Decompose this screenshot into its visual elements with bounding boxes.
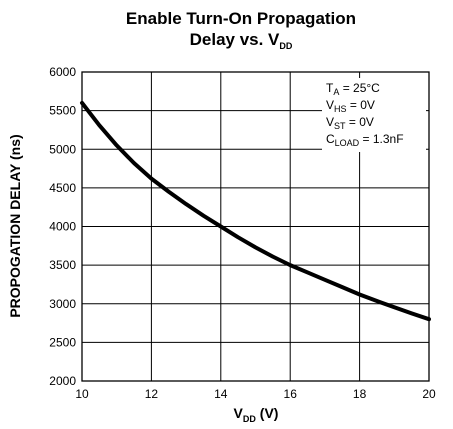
x-tick-label: 16 [284, 387, 298, 401]
x-tick-label: 12 [145, 387, 159, 401]
y-tick-label: 2500 [49, 335, 76, 349]
chart-title-line1: Enable Turn-On Propagation [126, 9, 356, 28]
annotation-cload: CLOAD = 1.3nF [326, 132, 404, 148]
x-tick-label: 10 [75, 387, 89, 401]
series-line [80, 100, 431, 322]
annotation-vst: VST = 0V [326, 115, 374, 131]
annotation-block: TA = 25°C VHS = 0V VST = 0V CLOAD = 1.3n… [326, 81, 404, 148]
annotation-box [322, 78, 426, 152]
y-tick-label: 3500 [49, 258, 76, 272]
x-tick-label: 20 [422, 387, 436, 401]
x-tick-label: 18 [353, 387, 367, 401]
tick-layer: 10 12 14 16 18 20 2000 2500 3000 3500 4000 4500 5000… [49, 65, 436, 401]
annotation-temp: TA = 25°C [326, 81, 380, 97]
y-axis-label: PROPOGATION DELAY (ns) [7, 134, 23, 317]
annotation-vhs: VHS = 0V [326, 98, 375, 114]
y-tick-label: 4500 [49, 181, 76, 195]
chart-title-line2: Delay vs. VDD [190, 30, 293, 51]
x-axis-label: VDD (V) [234, 405, 279, 424]
y-tick-label: 5000 [49, 142, 76, 156]
y-tick-label: 6000 [49, 65, 76, 79]
plot-frame [81, 71, 430, 382]
y-tick-label: 4000 [49, 220, 76, 234]
chart-title-line2-sub: DD [279, 41, 292, 51]
y-tick-label: 3000 [49, 297, 76, 311]
y-tick-label: 5500 [49, 104, 76, 118]
chart-title-line2-main: Delay vs. V [190, 30, 280, 49]
y-tick-label: 2000 [49, 374, 76, 388]
x-tick-label: 14 [214, 387, 228, 401]
